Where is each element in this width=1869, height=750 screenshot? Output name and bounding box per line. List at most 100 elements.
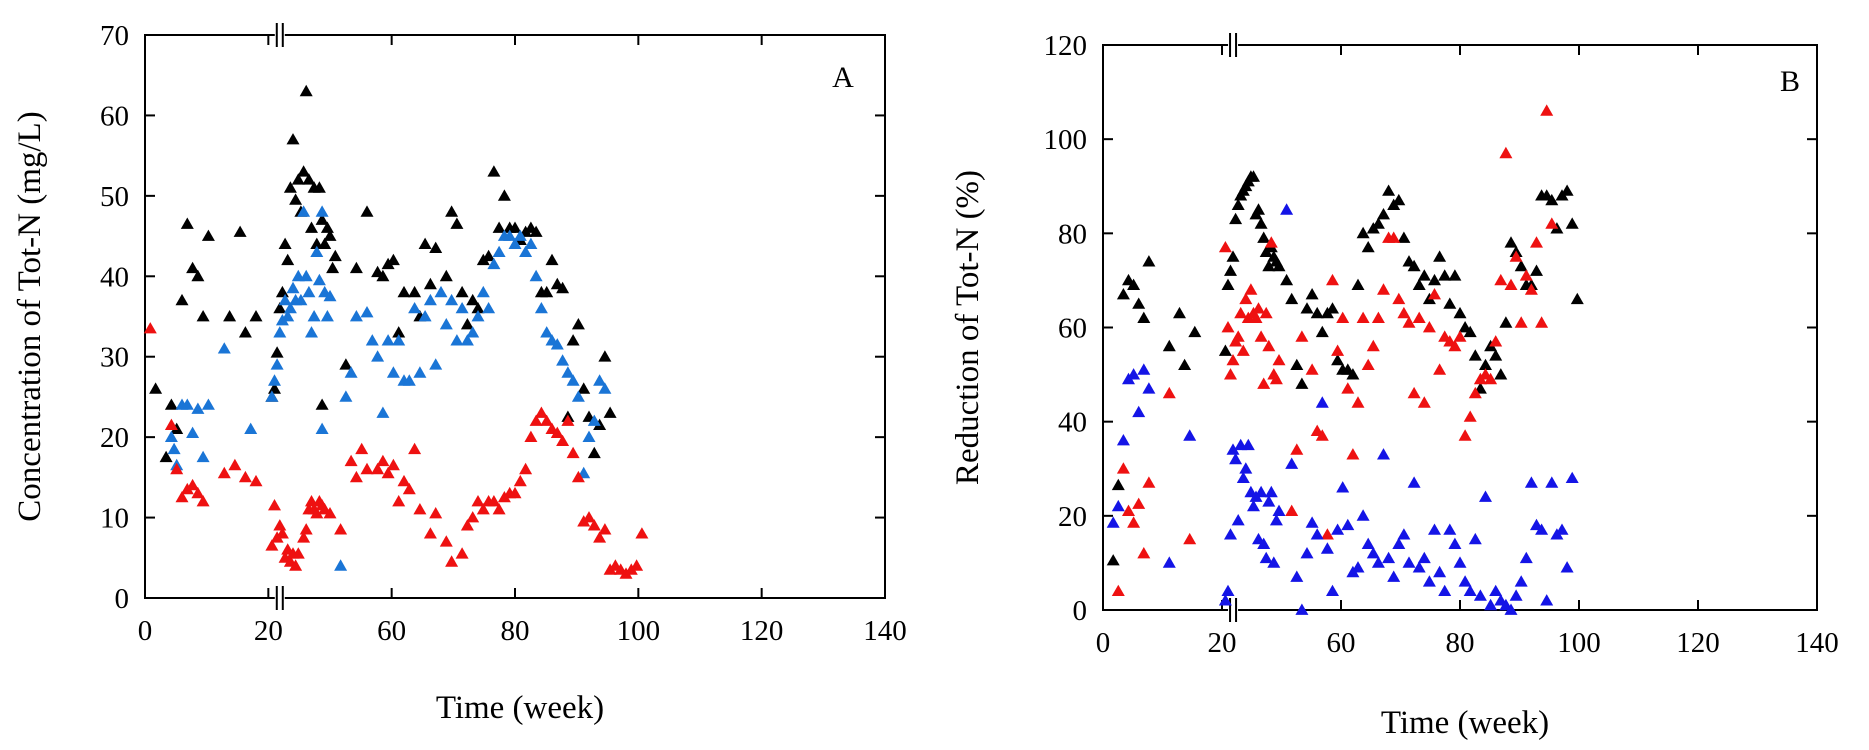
data-point (344, 366, 358, 378)
data-point (1489, 335, 1503, 347)
data-point (289, 559, 303, 571)
data-point (249, 310, 263, 322)
data-point (281, 253, 295, 266)
data-point (1259, 306, 1273, 319)
panel-b: 0 20 60 80 100 120 140 0 20 40 60 80 100 120 Time (wee… (950, 30, 1839, 741)
data-point (386, 253, 400, 266)
data-point (1407, 259, 1421, 272)
data-point (1218, 594, 1232, 606)
x-tick-label: 140 (1795, 627, 1839, 659)
data-point (423, 277, 437, 290)
data-point (1132, 297, 1146, 309)
data-point (1295, 603, 1309, 615)
data-point (1377, 448, 1390, 460)
y-tick-label: 60 (1058, 313, 1087, 345)
data-point (349, 310, 363, 322)
data-point (1224, 264, 1237, 276)
data-point (534, 302, 548, 314)
data-point (429, 507, 443, 519)
data-point (283, 302, 297, 314)
data-point (334, 523, 348, 535)
data-point (1377, 283, 1390, 295)
data-point (273, 519, 287, 531)
data-point (566, 334, 580, 346)
data-point (1269, 372, 1283, 385)
data-point (1247, 499, 1260, 512)
data-point (278, 293, 292, 306)
data-point (460, 334, 474, 346)
data-point (196, 450, 210, 463)
data-point (1226, 443, 1240, 455)
data-point (587, 414, 601, 426)
data-point (1290, 570, 1304, 582)
data-point (1341, 518, 1355, 531)
data-point (556, 354, 570, 366)
data-point (238, 470, 252, 483)
data-point (418, 310, 432, 322)
panel-a: 0 20 60 80 100 120 140 0 10 20 30 40 50 60 70 Time (wee… (12, 20, 907, 726)
data-point (1231, 198, 1245, 210)
data-point (1484, 598, 1498, 611)
data-point (273, 326, 287, 338)
data-point (1438, 584, 1452, 596)
data-point (519, 462, 533, 475)
data-point (508, 486, 522, 499)
x-tick-label: 140 (863, 615, 907, 647)
data-point (1310, 528, 1324, 540)
data-point (635, 527, 649, 539)
data-point (1264, 485, 1278, 498)
data-point (571, 318, 585, 330)
data-point (286, 281, 300, 294)
data-point (1236, 471, 1250, 483)
data-point (593, 531, 607, 543)
data-point (1249, 311, 1263, 323)
data-point (1221, 278, 1235, 290)
data-point (186, 426, 200, 438)
data-point (1331, 344, 1345, 356)
data-point (455, 285, 469, 298)
axis-break-mark (1228, 33, 1239, 57)
data-point (561, 414, 575, 426)
data-point (408, 302, 422, 314)
data-point (1132, 405, 1146, 418)
x-tick-label: 80 (501, 615, 530, 647)
data-point (571, 470, 585, 483)
data-point (587, 446, 601, 459)
data-point (1392, 292, 1406, 305)
panel-label: B (1780, 65, 1800, 98)
data-point (1484, 372, 1498, 385)
data-point (1116, 462, 1130, 474)
data-point (582, 511, 596, 523)
data-point (556, 434, 570, 446)
data-point (1540, 104, 1554, 116)
data-point (1295, 330, 1309, 342)
data-point (297, 531, 311, 543)
data-point (286, 133, 300, 145)
data-point (268, 374, 281, 386)
y-tick-label: 120 (1044, 30, 1088, 62)
data-point (492, 221, 506, 233)
data-point (1479, 490, 1492, 502)
series-black (1106, 170, 1584, 566)
data-point (408, 442, 422, 455)
data-point (1280, 203, 1294, 215)
data-point (360, 306, 374, 318)
y-tick-label: 80 (1058, 218, 1087, 250)
data-point (1433, 565, 1447, 578)
data-point (1443, 523, 1457, 535)
data-point (1127, 278, 1141, 290)
data-point (1231, 330, 1245, 342)
data-point (1524, 476, 1538, 488)
y-axis-title: Concentration of Tot-N (mg/L) (12, 111, 48, 521)
data-point (1570, 292, 1584, 305)
data-point (460, 318, 474, 330)
data-point (1106, 516, 1120, 528)
data-point (1499, 146, 1513, 159)
data-point (1305, 363, 1319, 375)
data-point (1519, 551, 1533, 564)
data-point (273, 302, 287, 314)
data-point (223, 310, 237, 322)
data-point (450, 334, 464, 346)
data-point (529, 225, 543, 237)
data-point (299, 269, 313, 282)
